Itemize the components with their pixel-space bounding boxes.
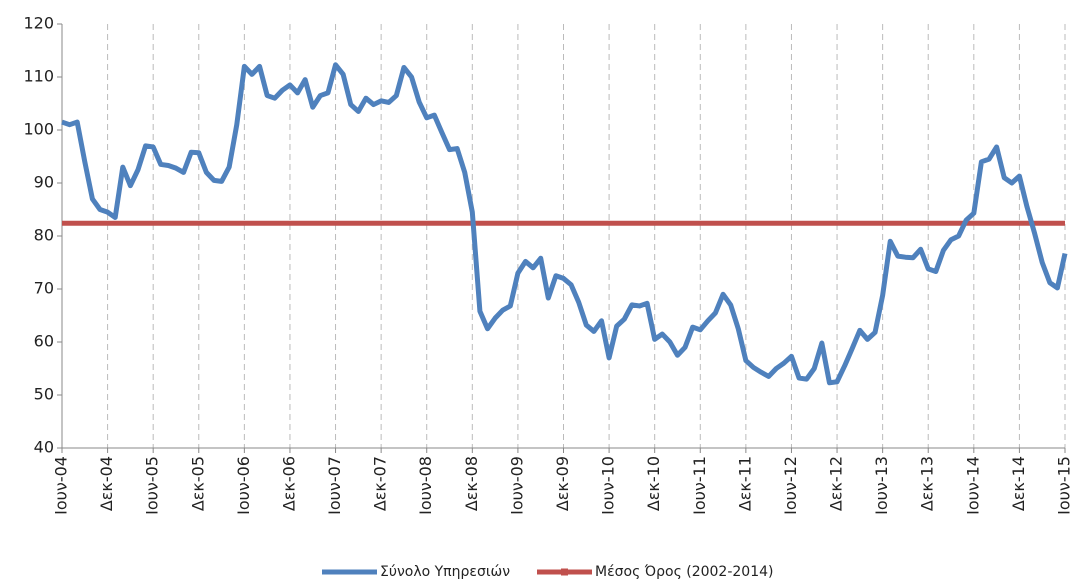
y-tick-label: 70 (34, 279, 54, 298)
x-tick-label: Ιουν-06 (234, 456, 253, 515)
x-tick-label: Ιουν-11 (690, 456, 709, 515)
x-tick-label: Δεκ-14 (1009, 456, 1028, 511)
y-tick-label: 120 (23, 14, 54, 33)
x-tick-label: Δεκ-11 (735, 456, 754, 511)
x-tick-label: Ιουν-04 (52, 456, 71, 515)
x-tick-label: Δεκ-12 (827, 456, 846, 511)
x-tick-label: Δεκ-13 (918, 456, 937, 511)
legend-label: Μέσος Όρος (2002-2014) (595, 564, 773, 580)
x-tick-label: Ιουν-15 (1055, 456, 1074, 515)
x-tick-label: Ιουν-14 (963, 456, 982, 515)
y-tick-label: 90 (34, 173, 54, 192)
y-tick-label: 60 (34, 332, 54, 351)
x-tick-label: Ιουν-07 (325, 456, 344, 515)
x-tick-label: Δεκ-07 (371, 456, 390, 511)
series-line (61, 62, 1068, 386)
y-tick-label: 110 (23, 67, 54, 86)
x-tick-label: Δεκ-09 (553, 456, 572, 511)
y-tick-label: 80 (34, 226, 54, 245)
x-tick-label: Ιουν-12 (781, 456, 800, 515)
legend-label: Σύνολο Υπηρεσιών (380, 564, 510, 580)
x-tick-label: Ιουν-05 (143, 456, 162, 515)
x-tick-label: Ιουν-08 (416, 456, 435, 515)
x-tick-label: Ιουν-09 (507, 456, 526, 515)
legend-marker (561, 568, 568, 576)
x-tick-label: Δεκ-06 (279, 456, 298, 511)
x-tick-label: Δεκ-08 (462, 456, 481, 511)
x-tick-label: Ιουν-10 (599, 456, 618, 515)
y-tick-label: 100 (23, 120, 54, 139)
x-tick-label: Δεκ-04 (97, 456, 116, 511)
y-tick-label: 40 (34, 438, 54, 457)
x-tick-label: Ιουν-13 (872, 456, 891, 515)
x-tick-label: Δεκ-05 (188, 456, 207, 511)
y-tick-label: 50 (34, 385, 54, 404)
x-tick-label: Δεκ-10 (644, 456, 663, 511)
